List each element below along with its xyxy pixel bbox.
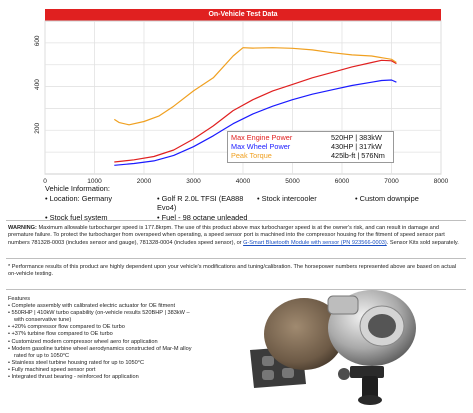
series-line-peak-torque	[113, 47, 397, 126]
warning-label: WARNING:	[8, 225, 37, 231]
legend-row-engine: Max Engine Power 520HP | 383kW	[231, 133, 393, 142]
legend-label: Max Wheel Power	[231, 142, 291, 151]
feature-item: rated for up to 1050°C	[14, 352, 70, 359]
legend-value: 520HP | 383kW	[331, 133, 382, 142]
x-tick-label: 4000	[236, 178, 251, 185]
legend-label: Max Engine Power	[231, 133, 293, 142]
features-list: • Complete assembly with calibrated elec…	[8, 303, 243, 381]
divider	[6, 289, 466, 290]
gsmart-module-link[interactable]: G-Smart Bluetooth Module with sensor (PN…	[243, 239, 387, 246]
x-tick-label: 0	[43, 178, 47, 185]
chart-legend: Max Engine Power 520HP | 383kW Max Wheel…	[227, 131, 394, 163]
y-tick-label: 200	[34, 122, 41, 133]
legend-value: 430HP | 317kW	[331, 142, 382, 151]
x-tick-label: 5000	[285, 178, 300, 185]
feature-item: • 550RHP | 410kW turbo capability (on-ve…	[8, 310, 190, 317]
x-tick-label: 7000	[384, 178, 399, 185]
feature-item: • Stainless steel turbine housing rated …	[8, 359, 145, 366]
legend-label: Peak Torque	[231, 151, 272, 160]
turbocharger-image	[250, 290, 416, 405]
features-section: Features • Complete assembly with calibr…	[8, 296, 243, 381]
feature-item: • Complete assembly with calibrated elec…	[8, 303, 176, 310]
features-heading: Features	[8, 296, 31, 302]
x-tick-label: 2000	[137, 178, 152, 185]
vehicle-info-item: • Location: Germany	[45, 193, 113, 203]
feature-item: • Modern gasoline turbine wheel aerodyna…	[8, 345, 192, 352]
x-tick-label: 8000	[434, 178, 449, 185]
vehicle-info-item: • Stock fuel system	[45, 212, 108, 222]
x-tick-label: 3000	[186, 178, 201, 185]
vehicle-information: Vehicle Information: • Location: Germany…	[45, 184, 465, 222]
series-line-max-wheel-power	[114, 79, 397, 166]
y-tick-label: 600	[34, 35, 41, 46]
warning-text: Maximum allowable turbocharger speed is …	[8, 225, 445, 246]
divider	[6, 258, 466, 259]
divider	[6, 220, 466, 221]
warning-paragraph: WARNING: Maximum allowable turbocharger …	[8, 225, 464, 247]
series-line-max-engine-power	[114, 59, 397, 163]
feature-item: • Fully machined speed sensor port	[8, 366, 96, 373]
vehicle-info-item: • Fuel - 98 octane unleaded	[157, 212, 248, 222]
x-tick-label: 6000	[335, 178, 350, 185]
warning-text-end: . Sensor Kits sold separately.	[386, 239, 459, 246]
legend-value: 425lb-ft | 576Nm	[331, 151, 385, 160]
feature-item: with conservative tune)	[14, 317, 72, 324]
y-tick-label: 400	[34, 79, 41, 90]
feature-item: • +20% compressor flow compared to OE tu…	[8, 324, 125, 331]
feature-item: • Customized modern compressor wheel aer…	[8, 338, 158, 345]
legend-row-torque: Peak Torque 425lb-ft | 576Nm	[231, 151, 393, 160]
vehicle-info-heading: Vehicle Information:	[45, 184, 110, 193]
performance-note: * Performance results of this product ar…	[8, 264, 457, 278]
x-tick-label: 1000	[87, 178, 102, 185]
feature-item: • +37% turbine flow compared to OE turbo	[8, 331, 113, 338]
vehicle-info-item: • Golf R 2.0L TFSI (EA888 Evo4)	[157, 193, 244, 213]
feature-item: • Integrated thrust bearing - reinforced…	[8, 374, 139, 381]
vehicle-info-item: • Custom downpipe	[355, 193, 419, 203]
legend-row-wheel: Max Wheel Power 430HP | 317kW	[231, 142, 393, 151]
chart-title-bar: On-Vehicle Test Data	[45, 9, 441, 21]
vehicle-info-item: • Stock intercooler	[257, 193, 317, 203]
